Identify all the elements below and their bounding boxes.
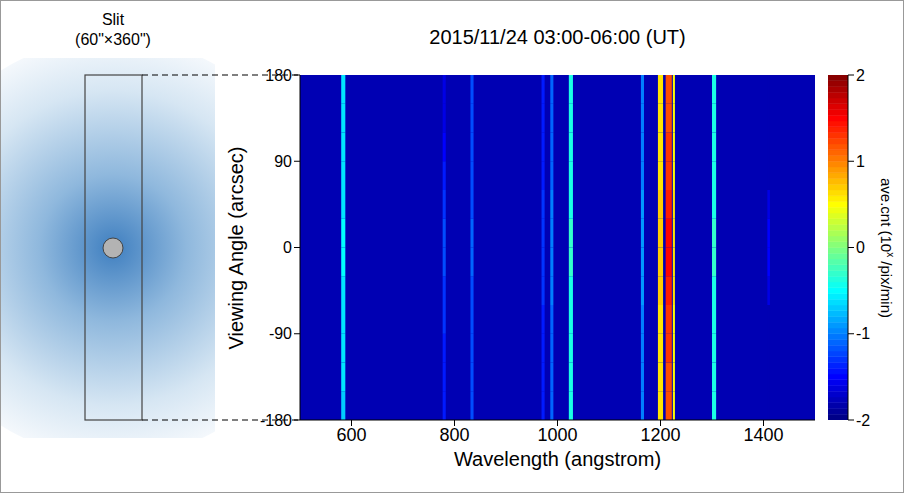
html-text:2015/11/24 03:00-06:00 (UT): 2015/11/24 03:00-06:00 (UT): [429, 26, 686, 48]
svg-text:0: 0: [283, 239, 292, 256]
html-text:ave.cnt (10: ave.cnt (10: [878, 178, 895, 253]
svg-text:-2: -2: [856, 412, 870, 429]
svg-text:800: 800: [439, 425, 469, 445]
html-text:x: x: [885, 252, 896, 258]
svg-text:1000: 1000: [537, 425, 577, 445]
html-text:Viewing Angle (arcsec): Viewing Angle (arcsec): [224, 146, 247, 350]
html-text:Slit: Slit: [101, 11, 125, 28]
html-text:/pix/min): /pix/min): [878, 257, 895, 318]
html-text:Wavelength (angstrom): Wavelength (angstrom): [453, 448, 662, 470]
svg-text:0: 0: [856, 239, 865, 256]
svg-text:-1: -1: [856, 325, 870, 342]
svg-text:1200: 1200: [640, 425, 680, 445]
svg-text:2: 2: [856, 67, 865, 84]
svg-text:180: 180: [265, 67, 292, 84]
svg-text:90: 90: [274, 153, 292, 170]
svg-text:600: 600: [336, 425, 366, 445]
svg-text:-180: -180: [260, 412, 292, 429]
svg-text:-90: -90: [269, 325, 292, 342]
html-text:(60"×360"): (60"×360"): [75, 31, 151, 48]
svg-text:1: 1: [856, 153, 865, 170]
svg-text:1400: 1400: [743, 425, 783, 445]
